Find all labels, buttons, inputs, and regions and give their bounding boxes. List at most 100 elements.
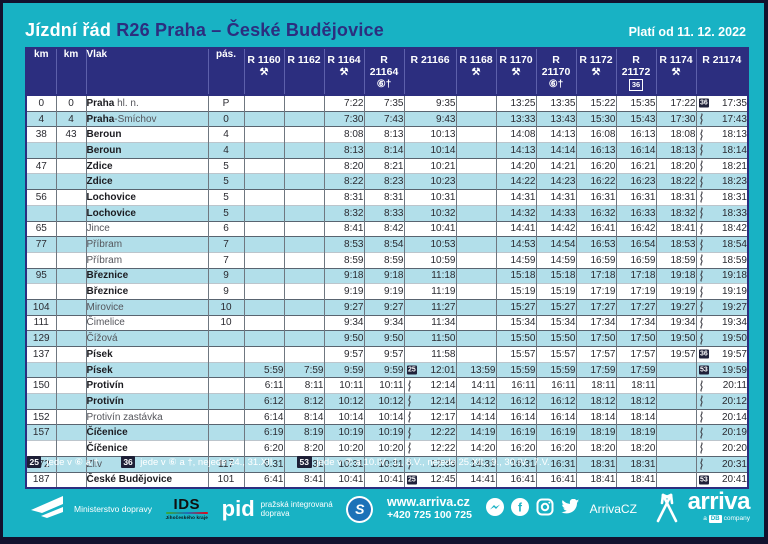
workdays-hammers-icon: ⚒	[339, 67, 349, 78]
platform-cell: 10	[208, 299, 245, 316]
time-cell: 9:59	[364, 362, 405, 378]
time-cell: 15:59	[536, 362, 577, 378]
time-cell	[284, 142, 325, 159]
time-cell: 36 17:35	[696, 95, 749, 112]
time-value: 19:18	[721, 270, 747, 282]
time-value: 18:31	[721, 191, 747, 203]
km-cell: 0	[26, 95, 57, 112]
time-cell: 8:13	[324, 142, 365, 159]
platform-cell	[208, 362, 245, 378]
time-cell: 8:13	[364, 126, 405, 143]
platform-cell: 9	[208, 283, 245, 300]
time-cell: 6:31	[244, 456, 285, 472]
train-number-label: R 21172	[621, 54, 651, 78]
time-cell: 9:57	[364, 346, 405, 363]
time-cell: 18:14	[616, 409, 657, 425]
station-cell: Čimelice	[86, 315, 209, 331]
time-cell: 10:23	[404, 173, 457, 190]
note-53-badge: 53	[698, 365, 710, 375]
time-value: 18:41	[670, 223, 696, 235]
time-value: 20:20	[721, 442, 747, 454]
time-value: 17:50	[630, 333, 656, 345]
time-cell: 17:43	[696, 111, 749, 127]
time-value: 19:18	[670, 270, 696, 282]
time-value: 18:31	[630, 458, 656, 470]
timetable-header-row: km km Vlak pás. R 1160 ⚒ R 1162 R 1164 ⚒ R 21164 ⑥…	[26, 48, 749, 95]
time-cell: 16:31	[496, 456, 537, 472]
time-cell: 15:34	[536, 315, 577, 331]
time-value: 8:11	[304, 380, 324, 392]
time-value: 15:57	[510, 348, 536, 360]
time-value: 18:11	[591, 380, 616, 392]
time-cell: 15:30	[576, 111, 617, 127]
time-cell	[284, 252, 325, 269]
time-cell: 14:31	[496, 189, 537, 206]
train-number-label: R 1164	[327, 54, 361, 66]
train-column-header: R 1160 ⚒	[244, 48, 285, 95]
time-cell: 16:22	[576, 173, 617, 190]
time-cell: 15:27	[536, 299, 577, 316]
km2-cell	[56, 456, 87, 472]
time-cell: 18:31	[696, 189, 749, 206]
no-symbol	[697, 66, 748, 82]
station-row: Příbram 7 8:59 8:59 10:59 14:59 14:59 16:59 16:5…	[26, 252, 749, 269]
time-cell: 16:41	[496, 472, 537, 489]
platform-cell	[208, 409, 245, 425]
time-cell: 14:19	[456, 424, 497, 441]
km-cell	[26, 205, 57, 221]
time-cell: 12:22	[404, 424, 457, 441]
time-value: 13:25	[510, 97, 536, 109]
time-value: 12:45	[430, 474, 456, 486]
note-36-badge: 36	[698, 349, 710, 359]
time-cell	[456, 221, 497, 237]
section-note-wave-icon	[407, 442, 412, 455]
time-cell: 14:14	[536, 142, 577, 159]
time-value: 16:32	[590, 207, 616, 219]
time-value: 14:31	[510, 191, 536, 203]
workdays-hammers-icon: ⚒	[511, 67, 521, 78]
time-value: 8:41	[344, 223, 364, 235]
time-cell: 14:32	[496, 205, 537, 221]
time-cell: 14:53	[496, 236, 537, 253]
time-cell: 14:08	[496, 126, 537, 143]
time-value: 9:59	[384, 364, 404, 376]
time-cell: 10:20	[364, 440, 405, 457]
km-cell: 56	[26, 189, 57, 206]
time-value: 20:11	[722, 380, 747, 392]
time-cell: 16:20	[576, 158, 617, 174]
time-cell: 17:50	[616, 330, 657, 347]
platform-cell: 10	[208, 315, 245, 331]
time-cell: 16:19	[536, 424, 577, 441]
time-cell: 10:12	[364, 393, 405, 410]
time-value: 19:19	[721, 286, 747, 298]
time-cell: 10:11	[364, 377, 405, 394]
time-value: 14:21	[550, 160, 576, 172]
time-cell: 18:13	[696, 126, 749, 143]
station-cell: Březnice	[86, 283, 209, 300]
time-cell	[456, 299, 497, 316]
time-value: 15:18	[550, 270, 576, 282]
time-cell: 18:59	[696, 252, 749, 269]
time-value: 14:19	[470, 427, 496, 439]
train-number-label: R 1174	[659, 54, 693, 66]
time-value: 18:19	[630, 427, 656, 439]
time-value: 6:20	[264, 442, 284, 454]
km2-cell: 4	[56, 111, 87, 127]
time-cell: 16:14	[616, 142, 657, 159]
station-row: 187 České Budějovice 101 6:41 8:41 10:41 10:41…	[26, 472, 749, 489]
km-cell	[26, 252, 57, 269]
time-cell: 7:22	[324, 95, 365, 112]
time-value: 16:42	[630, 223, 656, 235]
time-value: 17:18	[630, 270, 656, 282]
time-cell	[284, 283, 325, 300]
station-row: 129 Čížová 9:50 9:50 11:50 15:50 15:50 17:50 17:…	[26, 330, 749, 347]
time-cell: 15:35	[616, 95, 657, 112]
platform-cell: P	[208, 95, 245, 112]
km2-cell	[56, 330, 87, 347]
time-value: 16:20	[590, 160, 616, 172]
time-cell: 20:19	[696, 424, 749, 441]
km2-cell	[56, 377, 87, 394]
time-cell: 10:19	[364, 424, 405, 441]
time-value: 15:27	[510, 301, 536, 313]
time-cell: 10:21	[404, 158, 457, 174]
